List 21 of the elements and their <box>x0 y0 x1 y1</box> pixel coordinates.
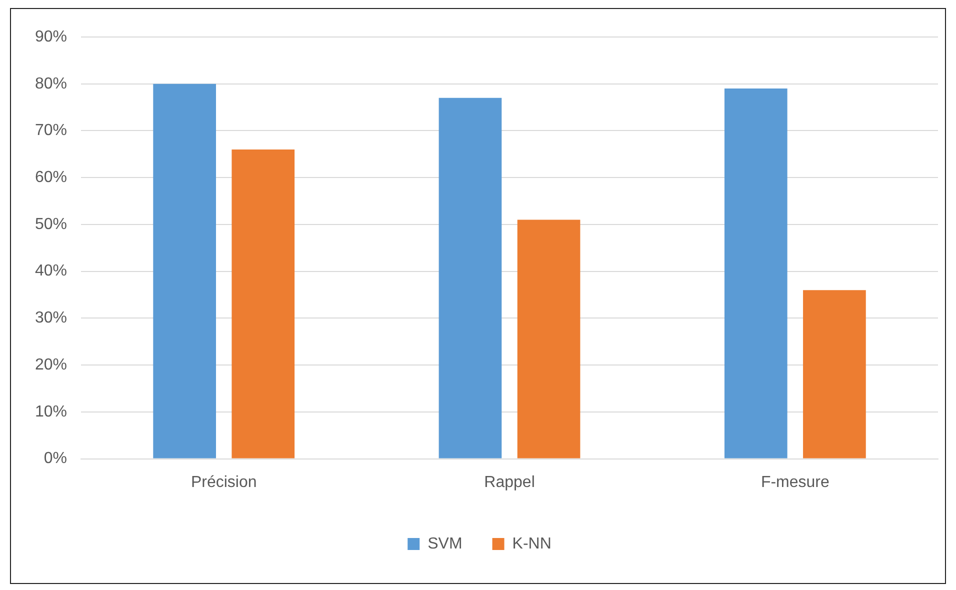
bar <box>803 290 866 458</box>
bar <box>153 84 216 458</box>
legend-label: K-NN <box>512 535 552 552</box>
x-tick-label: Rappel <box>484 474 535 491</box>
bar <box>232 149 295 458</box>
y-tick-label: 20% <box>34 356 68 374</box>
y-tick-label: 10% <box>34 403 68 420</box>
bar <box>517 220 580 458</box>
y-tick-label: 40% <box>34 262 68 280</box>
y-tick-label: 50% <box>34 216 68 233</box>
x-tick-label: F-mesure <box>760 474 830 491</box>
bar <box>438 98 502 458</box>
y-tick-label: 70% <box>34 122 68 140</box>
y-tick-label: 30% <box>34 310 68 327</box>
y-tick-label: 90% <box>34 28 68 46</box>
x-tick-label: Précision <box>190 474 257 491</box>
bar <box>724 88 788 458</box>
y-tick-label: 0% <box>44 450 68 468</box>
y-tick-label: 60% <box>34 169 68 186</box>
legend-label: SVM <box>428 535 462 552</box>
y-tick-label: 80% <box>34 75 68 92</box>
